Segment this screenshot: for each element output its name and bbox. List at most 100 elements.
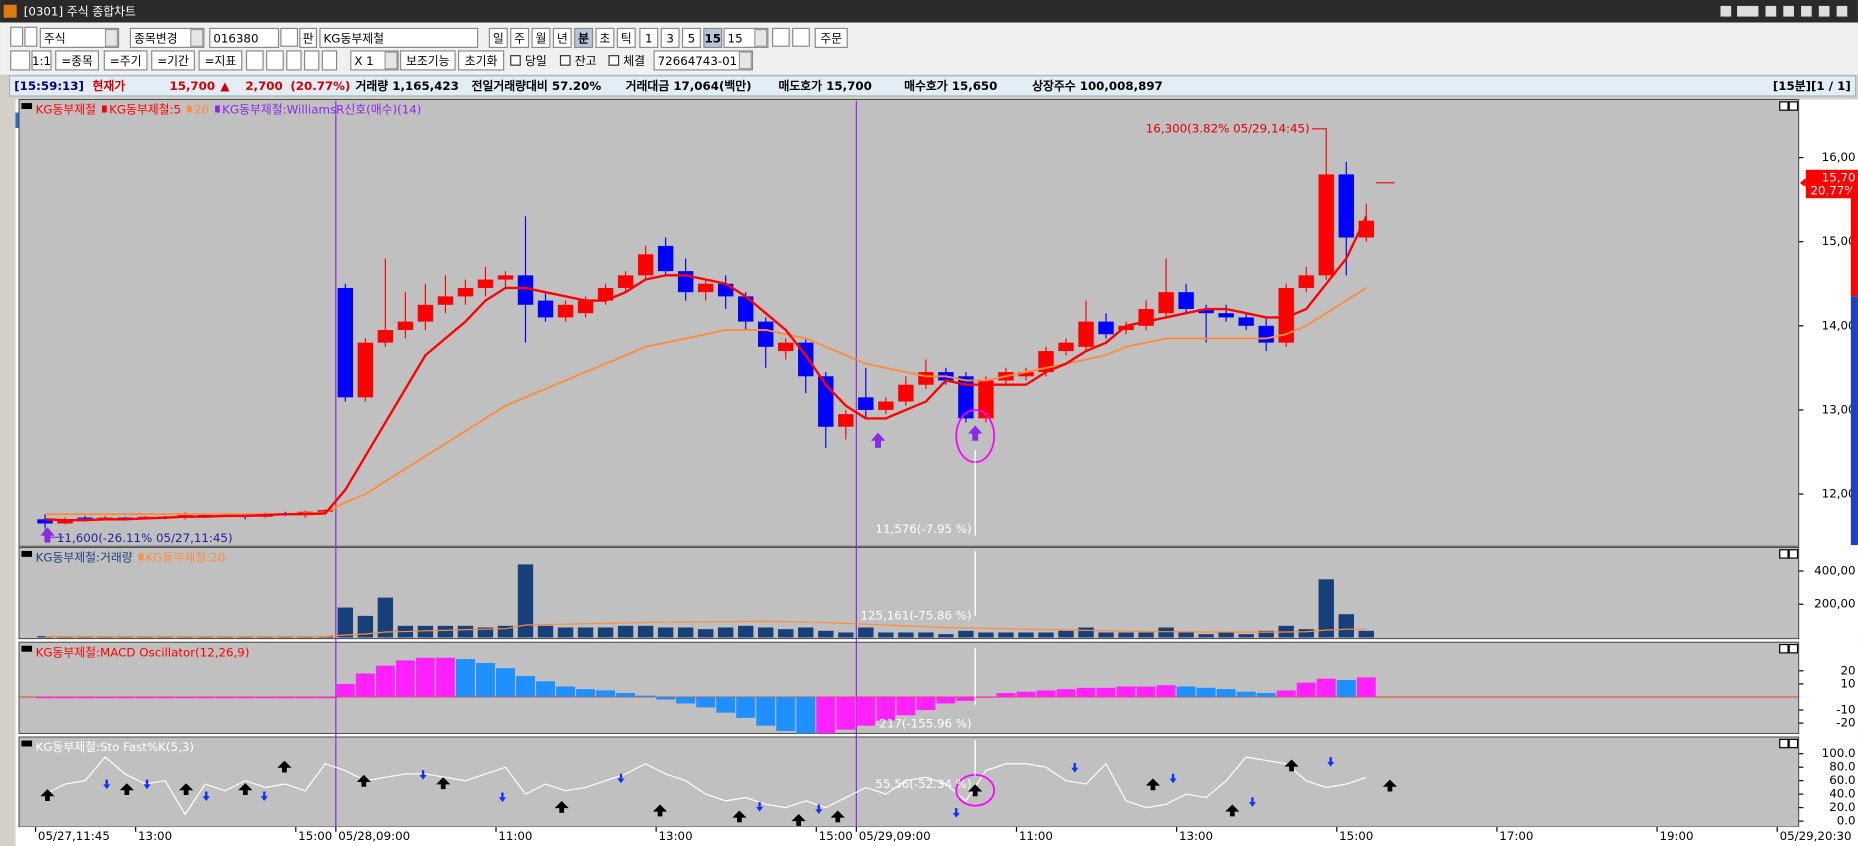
candle-body	[697, 283, 714, 293]
panel-button[interactable]	[1788, 101, 1799, 111]
control[interactable]	[1720, 5, 1732, 17]
dropdown-arrow[interactable]	[384, 51, 398, 70]
x-tick-label: 13:00	[138, 829, 172, 843]
candle-body	[477, 279, 494, 288]
button[interactable]	[595, 27, 615, 48]
current-price-pointer	[1799, 178, 1806, 188]
control-label: 년	[557, 32, 568, 46]
volume-bar	[758, 627, 774, 638]
volume-bar	[597, 627, 614, 638]
macd-bar	[1236, 691, 1256, 697]
button[interactable]	[531, 27, 551, 48]
macd-bar	[355, 673, 375, 697]
panel-button[interactable]	[1779, 643, 1789, 654]
panel-plot	[18, 546, 1800, 640]
button[interactable]	[151, 50, 195, 71]
panel-plot	[18, 99, 1800, 547]
checkbox[interactable]	[559, 55, 571, 66]
dropdown[interactable]	[129, 27, 205, 48]
dropdown[interactable]	[39, 27, 120, 48]
control-label: 15	[705, 32, 721, 46]
button[interactable]	[103, 50, 148, 71]
volume-bar	[377, 597, 394, 638]
button[interactable]	[639, 27, 659, 48]
macd-bar	[836, 696, 856, 730]
button[interactable]	[55, 50, 99, 71]
macd-bar	[556, 686, 576, 697]
checkbox[interactable]	[608, 55, 620, 66]
macd-bar	[1336, 679, 1356, 697]
button[interactable]	[574, 27, 594, 48]
macd-bar	[916, 696, 936, 711]
button[interactable]	[814, 27, 848, 48]
button[interactable]	[399, 50, 456, 71]
search-button[interactable]	[280, 27, 299, 47]
dropdown-arrow[interactable]	[104, 29, 118, 47]
control-label: =기간	[157, 54, 189, 68]
dropdown[interactable]	[319, 27, 479, 48]
button[interactable]	[552, 27, 572, 48]
button[interactable]	[488, 27, 508, 48]
panel-button[interactable]	[1788, 643, 1799, 654]
y-tick-label: 400,00	[1814, 564, 1855, 578]
tool-button[interactable]	[792, 27, 810, 47]
macd-bar	[616, 693, 636, 697]
panel-button[interactable]	[1779, 738, 1789, 749]
button[interactable]	[681, 27, 701, 48]
dropdown[interactable]	[653, 50, 754, 71]
grid-button[interactable]	[10, 50, 31, 71]
control[interactable]	[1765, 5, 1777, 17]
volume-ma-line	[45, 620, 1367, 638]
control[interactable]	[1818, 5, 1830, 17]
control[interactable]	[1801, 5, 1812, 17]
candle-body	[1178, 292, 1194, 309]
window-controls	[1720, 5, 1848, 17]
control-label: 72664743-01	[658, 54, 738, 68]
nav-button[interactable]	[24, 26, 38, 47]
candle-body	[858, 397, 874, 410]
button[interactable]	[299, 27, 318, 48]
play-button[interactable]	[303, 50, 320, 71]
y-tick-label: 200,00	[1814, 597, 1855, 611]
dropdown-arrow[interactable]	[754, 29, 768, 47]
checkbox[interactable]	[510, 55, 521, 66]
legend-label: 20	[194, 103, 209, 117]
volume-bar	[637, 625, 654, 638]
control-label: 초기화	[465, 54, 498, 68]
tool-button[interactable]	[266, 50, 284, 71]
axis-volume-strip	[1850, 189, 1858, 297]
macd-bar	[776, 696, 796, 731]
tool-button[interactable]	[245, 50, 264, 71]
button[interactable]	[616, 27, 636, 48]
control-label: 1	[645, 32, 653, 46]
button[interactable]	[510, 27, 530, 48]
panel-button[interactable]	[1788, 738, 1799, 749]
y-tick-label: 12,00	[1822, 487, 1856, 501]
panel-button[interactable]	[1779, 101, 1789, 111]
volume-bar	[157, 636, 173, 638]
control[interactable]	[1836, 5, 1848, 17]
button[interactable]	[458, 50, 505, 71]
play-button[interactable]	[321, 50, 338, 71]
panel-button[interactable]	[1788, 549, 1799, 559]
macd-bar	[936, 696, 956, 704]
legend-icon	[21, 103, 33, 110]
control[interactable]	[1783, 5, 1794, 17]
control[interactable]	[1737, 5, 1759, 17]
button[interactable]	[198, 50, 243, 71]
candle-body	[1298, 275, 1314, 288]
dropdown-arrow[interactable]	[738, 51, 752, 70]
macd-bar	[235, 696, 255, 699]
dropdown[interactable]	[209, 27, 280, 48]
panel-button[interactable]	[1779, 549, 1789, 559]
button[interactable]	[660, 27, 680, 48]
tool-button[interactable]	[772, 27, 790, 47]
button[interactable]	[31, 50, 52, 71]
button[interactable]	[703, 27, 723, 48]
candle-body	[758, 321, 774, 347]
play-button[interactable]	[286, 50, 302, 71]
candle-body	[1158, 292, 1174, 314]
nav-button[interactable]	[10, 26, 24, 47]
dropdown-arrow[interactable]	[190, 29, 204, 47]
williams-signal	[870, 432, 886, 448]
